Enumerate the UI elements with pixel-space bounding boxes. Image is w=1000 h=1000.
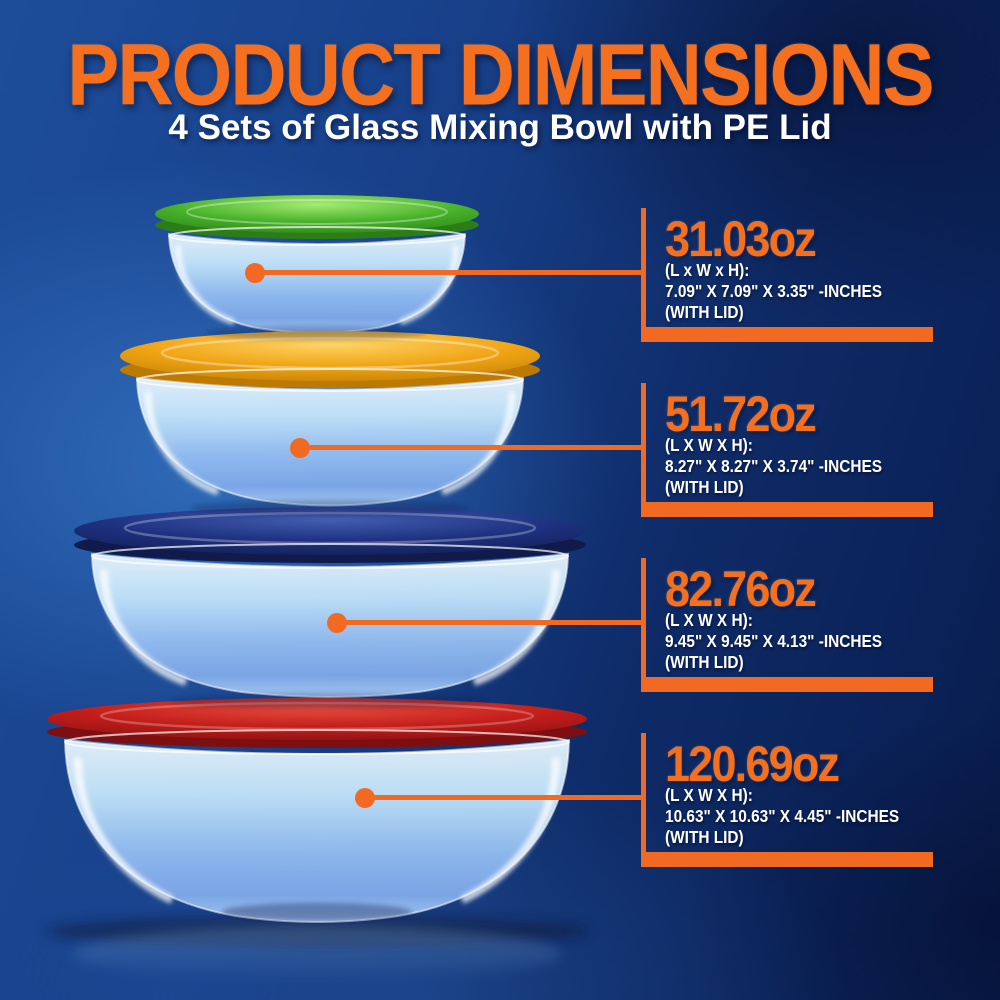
glass-highlight (460, 757, 560, 904)
size-label: 82.76oz (665, 561, 817, 617)
leader-line (365, 795, 646, 800)
dims-value: 8.27" X 8.27" X 3.74" -INCHES (665, 456, 883, 476)
underline-bar (641, 327, 933, 342)
glass-highlight (440, 391, 516, 496)
leader-dot (355, 787, 375, 808)
contact-shadow (170, 693, 490, 709)
with-lid-label: (WITH LID) (665, 827, 744, 847)
underline-bar (641, 502, 933, 517)
leader-line (300, 445, 646, 450)
glass-highlight (399, 245, 459, 325)
floor-reflection (72, 926, 562, 982)
callout-xlarge-bowl: 120.69oz (L X W X H): 10.63" X 10.63" X … (355, 733, 961, 873)
dims-value: 10.63" X 10.63" X 4.45" -INCHES (665, 806, 900, 826)
contact-shadow (190, 500, 470, 516)
size-label: 120.69oz (665, 736, 840, 792)
bowl-body (167, 232, 467, 334)
bowl-medium-orange (120, 331, 540, 507)
lid-top (155, 195, 479, 233)
size-label: 31.03oz (665, 211, 817, 267)
dims-value: 9.45" X 9.45" X 4.13" -INCHES (665, 631, 883, 651)
vertical-line (641, 558, 646, 692)
vertical-line (641, 383, 646, 517)
bowl-body (135, 376, 525, 507)
size-label: 51.72oz (665, 386, 817, 442)
leader-dot (290, 437, 310, 458)
bowl-rim (168, 226, 466, 246)
dims-spec-label: (L X W X H): (665, 610, 753, 630)
vertical-line (641, 208, 646, 342)
lid-sheen (186, 199, 448, 225)
dims-spec-label: (L X W X H): (665, 785, 753, 805)
vertical-line (641, 733, 646, 867)
leader-line (255, 270, 646, 275)
callout-large-bowl: 82.76oz (L X W X H): 9.45" X 9.45" X 4.1… (327, 558, 961, 698)
glass-highlight (74, 757, 174, 904)
glass-highlight (100, 569, 188, 686)
page-title: PRODUCT DIMENSIONS (67, 25, 934, 124)
glass-highlight (472, 569, 560, 686)
underline-bar (641, 677, 933, 692)
lid-top (47, 698, 587, 740)
lid-top (74, 507, 586, 555)
contact-shadow (207, 326, 427, 340)
leader-dot (245, 262, 265, 283)
bowl-small-green (155, 195, 479, 334)
bowl-rim (91, 543, 569, 569)
with-lid-label: (WITH LID) (665, 477, 744, 497)
leader-line (337, 620, 646, 625)
leader-dot (327, 612, 347, 633)
with-lid-label: (WITH LID) (665, 652, 744, 672)
glass-highlight (144, 391, 220, 496)
callout-small-bowl: 31.03oz (L x W x H): 7.09" X 7.09" X 3.3… (245, 208, 961, 348)
bowl-xlarge-red (47, 698, 587, 923)
bowl-large-navy (74, 507, 586, 698)
callout-medium-bowl: 51.72oz (L X W X H): 8.27" X 8.27" X 3.7… (290, 383, 961, 523)
glass-highlight (175, 245, 235, 325)
lid-top (120, 331, 540, 381)
bowl-rim (136, 368, 524, 392)
underline-bar (641, 852, 933, 867)
dims-spec-label: (L X W X H): (665, 435, 753, 455)
dims-value: 7.09" X 7.09" X 3.35" -INCHES (665, 281, 883, 301)
bowl-foot-shading (222, 903, 412, 921)
with-lid-label: (WITH LID) (665, 302, 744, 322)
bowl-body (63, 738, 571, 923)
dims-spec-label: (L x W x H): (665, 260, 750, 280)
page-subtitle: 4 Sets of Glass Mixing Bowl with PE Lid (168, 108, 832, 147)
bowl-rim (64, 729, 570, 755)
